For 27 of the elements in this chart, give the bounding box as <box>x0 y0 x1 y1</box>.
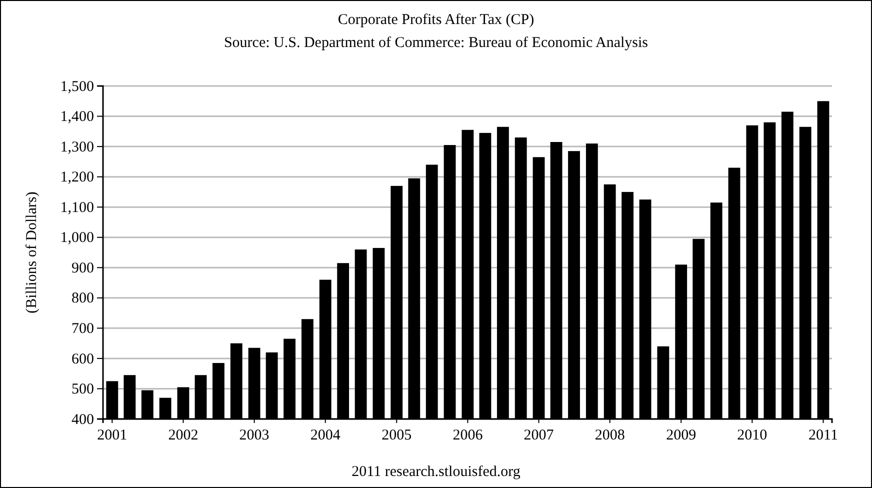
y-tick-label: 500 <box>72 382 94 398</box>
x-tick-label: 2008 <box>594 428 625 444</box>
x-tick-label: 2004 <box>310 428 341 444</box>
chart-title: Corporate Profits After Tax (CP) <box>338 12 534 28</box>
x-tick-label: 2001 <box>97 428 128 444</box>
y-tick-label: 900 <box>72 260 94 276</box>
x-tick-label: 2009 <box>666 428 696 444</box>
x-tick-label: 2005 <box>382 428 412 444</box>
y-tick-label: 800 <box>72 290 94 307</box>
x-tick-label: 2007 <box>524 428 554 444</box>
chart-subtitle: Source: U.S. Department of Commerce: Bureau of Economic Analysis <box>224 35 648 51</box>
y-tick-label: 700 <box>72 320 94 337</box>
y-tick-label: 1,200 <box>60 170 94 186</box>
y-tick-label: 400 <box>72 412 94 428</box>
x-tick-label: 2010 <box>737 428 768 444</box>
y-tick-label: 600 <box>72 351 94 368</box>
y-tick-label: 1,400 <box>60 109 94 126</box>
y-tick-label: 1,500 <box>60 78 94 95</box>
x-tick-label: 2006 <box>452 428 484 444</box>
text: 2011 research.stlouisfed.org <box>352 464 521 480</box>
x-tick-label: 2011 <box>808 428 838 444</box>
x-tick-label: 2002 <box>168 428 198 444</box>
y-tick-label: 1,000 <box>60 230 94 246</box>
y-axis-title: (Billions of Dollars) <box>24 192 40 314</box>
x-tick-label: 2003 <box>239 428 270 444</box>
y-tick-label: 1,100 <box>60 200 94 216</box>
y-tick-label: 1,300 <box>60 139 94 156</box>
